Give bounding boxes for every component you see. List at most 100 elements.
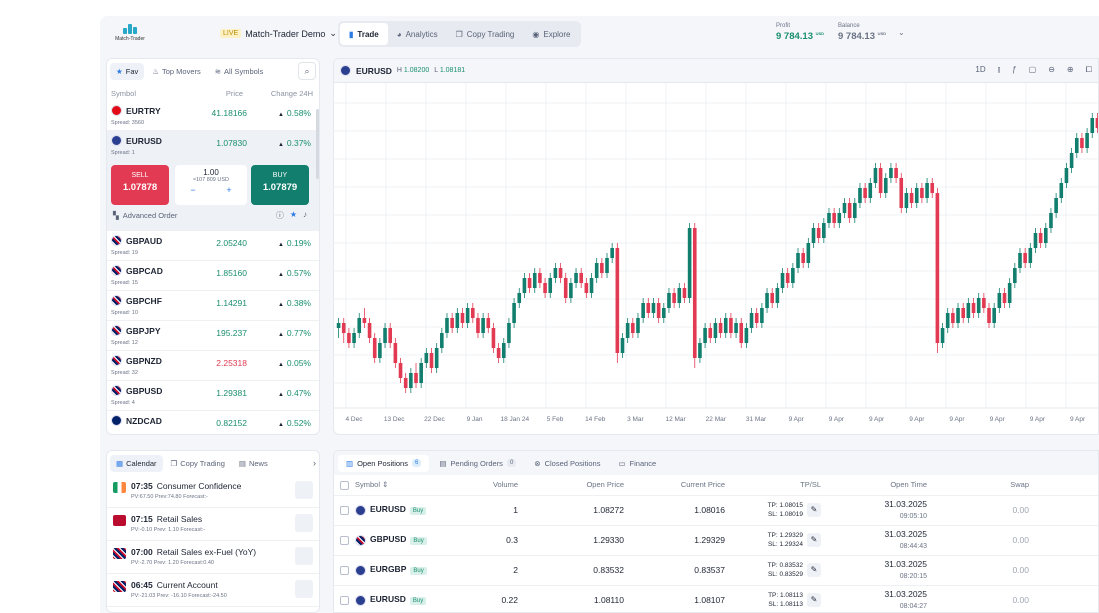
timeframe-button[interactable]: 1D (975, 65, 986, 74)
candle-body (687, 228, 692, 298)
candle-body (951, 313, 955, 323)
tab-pending-orders[interactable]: ▤ Pending Orders 0 (431, 455, 524, 472)
watchlist-row[interactable]: GBPCAD Spread: 15 1.85160 ▲ 0.57% (107, 261, 319, 291)
price-chart[interactable]: 4 Dec 13 Dec 22 Dec 9 Jan 18 Jan 24 5 Feb 14 F… (334, 83, 1099, 435)
candle-body (961, 308, 966, 318)
edit-icon[interactable]: ✎ (807, 533, 821, 547)
candle-body (661, 308, 666, 318)
search-icon[interactable]: ⌕ (298, 62, 316, 80)
candle-body (656, 303, 661, 318)
calendar-event[interactable]: 07:35 Consumer Confidence PV:67.50 Prev:74… (107, 475, 319, 508)
edit-icon[interactable]: ✎ (807, 563, 821, 577)
zoom-in-icon[interactable]: ⊕ (1066, 65, 1074, 74)
account-switcher[interactable]: LIVE Match-Trader Demo ⌄ (220, 28, 337, 39)
indicators-icon[interactable]: ƒ (1012, 65, 1017, 74)
plus-icon[interactable]: + (226, 185, 232, 195)
tab-explore[interactable]: ◉ Explore (532, 29, 571, 39)
info-icon[interactable]: ⓘ (275, 211, 284, 220)
calendar-event[interactable]: 07:00 Retail Sales ex-Fuel (YoY) PV:-2.70 … (107, 541, 319, 574)
position-volume: 1 (444, 495, 524, 526)
candle-body (801, 253, 805, 263)
gb-flag-icon (111, 295, 122, 306)
table-row[interactable]: EURUSD Buy 1 1.08272 1.08016 TP: 1.08015 SL: 1… (334, 495, 1098, 526)
row-price: 2.05240 (216, 238, 247, 248)
tab-news[interactable]: ▤ News (238, 458, 268, 468)
arrow-up-icon: ▲ (277, 242, 284, 248)
row-change: ▲ 0.47% (277, 388, 311, 398)
watchlist-row[interactable]: GBPAUD Spread: 19 2.05240 ▲ 0.19% (107, 231, 319, 261)
row-checkbox[interactable] (340, 595, 349, 605)
row-checkbox[interactable] (340, 535, 349, 545)
chevron-down-icon[interactable]: ⌄ (898, 28, 905, 37)
row-symbol: GBPNZD (111, 355, 162, 366)
tab-open-positions[interactable]: ▥ Open Positions 6 (338, 454, 430, 472)
minus-icon[interactable]: − (190, 185, 196, 195)
bell-icon[interactable]: ♪ (303, 210, 307, 219)
row-symbol: GBPCAD (111, 265, 163, 276)
candle-body (589, 278, 594, 293)
tab-analytics[interactable]: ◕ Analytics (396, 29, 438, 39)
table-row[interactable]: GBPUSD Buy 0.3 1.29330 1.29329 TP: 1.29329 SL:… (334, 525, 1098, 556)
calendar-list: 07:35 Consumer Confidence PV:67.50 Prev:74… (107, 475, 319, 607)
calendar-event[interactable]: 07:15 Retail Sales PV:-0.10 Prev: 1.10 For… (107, 508, 319, 541)
chevron-right-icon[interactable]: › (313, 458, 316, 468)
watchlist-row[interactable]: GBPUSD Spread: 4 1.29381 ▲ 0.47% (107, 381, 319, 411)
row-checkbox[interactable] (340, 505, 349, 515)
calendar-event[interactable]: 06:45 Current Account PV:-21.03 Prev: -16.… (107, 574, 319, 607)
watchlist-row[interactable]: GBPJPY Spread: 12 195.237 ▲ 0.77% (107, 321, 319, 351)
scrollbar[interactable] (316, 109, 319, 179)
row-spread: Spread: 4 (111, 400, 135, 406)
table-row[interactable]: EURUSD Buy 0.22 1.08110 1.08107 TP: 1.08113 SL… (334, 585, 1098, 612)
candles-icon[interactable]: ⫾ (997, 65, 1001, 74)
fullscreen-icon[interactable]: ⧠ (1085, 65, 1092, 74)
watchlist-row[interactable]: GBPCHF Spread: 10 1.14291 ▲ 0.38% (107, 291, 319, 321)
watchlist-row[interactable]: NZDCAD 0.82152 ▲ 0.52% (107, 411, 319, 434)
candle-body (388, 328, 393, 343)
tab-top-movers[interactable]: ♨ Top Movers (152, 66, 201, 76)
volume-stepper[interactable]: 1.00 ≈107 809 USD − + (175, 165, 247, 205)
tab-calendar[interactable]: ▦ Calendar (110, 454, 163, 472)
position-current-price: 1.08016 (630, 495, 731, 526)
candle-body (558, 268, 563, 278)
event-stats: PV:-21.03 Prev: -16.10 Forecast:-24.50 (131, 593, 227, 599)
tab-copy-trading[interactable]: ❐ Copy Trading (455, 29, 515, 39)
square-icon[interactable]: ▢ (1028, 65, 1037, 74)
candle-body (791, 268, 795, 283)
sell-button[interactable]: SELL 1.07878 (111, 165, 169, 205)
edit-icon[interactable]: ✎ (807, 593, 821, 607)
watchlist-row[interactable]: GBPNZD Spread: 32 2.25318 ▲ 0.05% (107, 351, 319, 381)
row-checkbox[interactable] (340, 565, 349, 575)
logo[interactable]: Match-Trader (112, 24, 148, 46)
buy-button[interactable]: BUY 1.07879 (251, 165, 309, 205)
candle-body (837, 213, 842, 223)
event-stats: PV:-0.10 Prev: 1.10 Forecast:- (131, 527, 206, 533)
row-symbol: NZDCAD (111, 415, 162, 426)
row-price: 1.07830 (216, 138, 247, 148)
row-symbol: GBPCHF (111, 295, 162, 306)
zoom-out-icon[interactable]: ⊖ (1048, 65, 1055, 74)
candle-body (997, 293, 1002, 308)
candle-body (811, 228, 816, 243)
star-icon[interactable]: ★ (289, 210, 297, 219)
x-tick-label: 18 Jan 24 (501, 416, 530, 423)
sort-icon[interactable]: ⇕ (382, 479, 389, 489)
edit-icon[interactable]: ✎ (807, 503, 821, 517)
candle-body (698, 343, 702, 358)
arrow-up-icon: ▲ (277, 332, 284, 338)
tab-closed-positions[interactable]: ⊗ Closed Positions (534, 458, 601, 468)
tab-all-symbols[interactable]: ≋ All Symbols (214, 66, 264, 76)
row-spread: Spread: 10 (111, 310, 138, 316)
tab-trade[interactable]: ▮ Trade (340, 23, 388, 45)
advanced-order-link[interactable]: ▚ Advanced Order (113, 211, 178, 220)
candle-body (631, 323, 635, 333)
row-price: 195.237 (216, 328, 247, 338)
tab-copy-trading-feed[interactable]: ❐ Copy Trading (170, 458, 225, 468)
tab-fav[interactable]: ★ Fav (110, 62, 145, 80)
watchlist-row[interactable]: EURUSD Spread: 1 1.07830 ▲ 0.37% (107, 131, 319, 161)
table-row[interactable]: EURGBP Buy 2 0.83532 0.83537 TP: 0.83532 SL: 0… (334, 555, 1098, 586)
candle-body (445, 318, 449, 333)
select-all-checkbox[interactable] (340, 480, 349, 490)
position-open-price: 1.29330 (524, 525, 630, 556)
tab-finance[interactable]: ▭ Finance (618, 458, 657, 468)
watchlist-row[interactable]: EURTRY Spread: 3560 41.18166 ▲ 0.58% (107, 101, 319, 131)
